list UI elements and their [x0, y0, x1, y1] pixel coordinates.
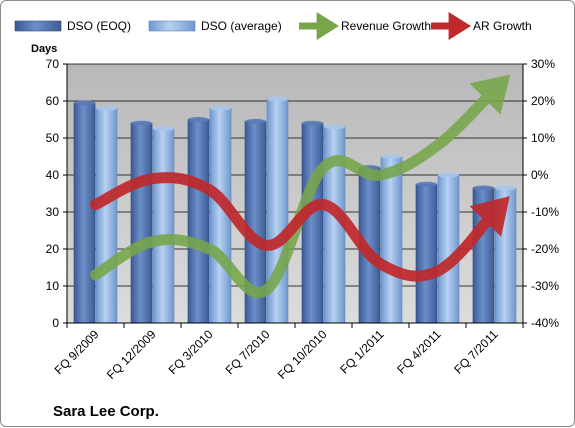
y-right-tick-label: 30%: [531, 57, 555, 71]
legend-swatch: [148, 20, 196, 32]
x-tick-label: FQ 7/2010: [223, 327, 273, 377]
y-left-tick-label: 0: [52, 316, 59, 330]
bar-top: [324, 124, 345, 130]
legend-label: AR Growth: [473, 19, 532, 33]
ar-growth-line: [90, 172, 510, 282]
y-right-tick-label: 0%: [531, 168, 549, 182]
x-tick-label: FQ 12/2009: [104, 327, 159, 382]
y-right-tick-label: -20%: [531, 242, 559, 256]
bar: [380, 156, 403, 324]
y-right-tick-label: -30%: [531, 279, 559, 293]
x-tick-label: FQ 10/2010: [275, 327, 330, 382]
bar-top: [245, 118, 266, 124]
y-right-tick-label: 20%: [531, 94, 555, 108]
y-right-tick-label: 10%: [531, 131, 555, 145]
y-right-tick-label: -10%: [531, 205, 559, 219]
bar-top: [495, 185, 516, 191]
bar: [415, 183, 438, 324]
bar-top: [438, 172, 459, 178]
bar-top: [131, 120, 152, 126]
y-left-tick-label: 40: [46, 168, 60, 182]
bar: [437, 174, 460, 324]
legend-swatch: [14, 20, 62, 32]
y-left-tick-label: 50: [46, 131, 60, 145]
x-tick-label: FQ 1/2011: [337, 327, 387, 377]
bar-top: [416, 181, 437, 187]
x-tick-label: FQ 4/2011: [394, 327, 444, 377]
legend-label: Revenue Growth: [341, 19, 431, 33]
bar-top: [267, 96, 288, 102]
y-left-tick-label: 30: [46, 205, 60, 219]
y-left-tick-label: 10: [46, 279, 60, 293]
bar-top: [74, 100, 95, 106]
bar-top: [96, 105, 117, 111]
y-left-tick-label: 60: [46, 94, 60, 108]
legend-label: DSO (EOQ): [67, 19, 131, 33]
bar: [187, 119, 210, 324]
legend: DSO (EOQ) DSO (average) Revenue Growth AR G…: [14, 12, 532, 40]
x-tick-label: FQ 7/2011: [451, 327, 501, 377]
bar: [152, 128, 175, 324]
bar: [301, 122, 324, 324]
x-tick-label: FQ 9/2009: [52, 327, 102, 377]
x-tick-label: FQ 3/2010: [166, 327, 216, 377]
bar: [130, 122, 153, 324]
bar-top: [188, 117, 209, 122]
bars-group: [73, 96, 517, 324]
bar-top: [302, 120, 323, 126]
legend-label: DSO (average): [201, 19, 282, 33]
bar-top: [473, 185, 494, 191]
bar-top: [210, 105, 231, 111]
lines-group: [90, 74, 511, 298]
bar: [73, 102, 96, 324]
y-right-tick-label: -40%: [531, 316, 559, 330]
y-left-tick-label: 20: [46, 242, 60, 256]
bar-top: [381, 154, 402, 159]
bar: [95, 108, 118, 324]
y-left-tick-label: 70: [46, 57, 60, 71]
company-name: Sara Lee Corp.: [53, 403, 159, 420]
bar-top: [153, 126, 174, 132]
y-axis-title: Days: [31, 43, 57, 55]
